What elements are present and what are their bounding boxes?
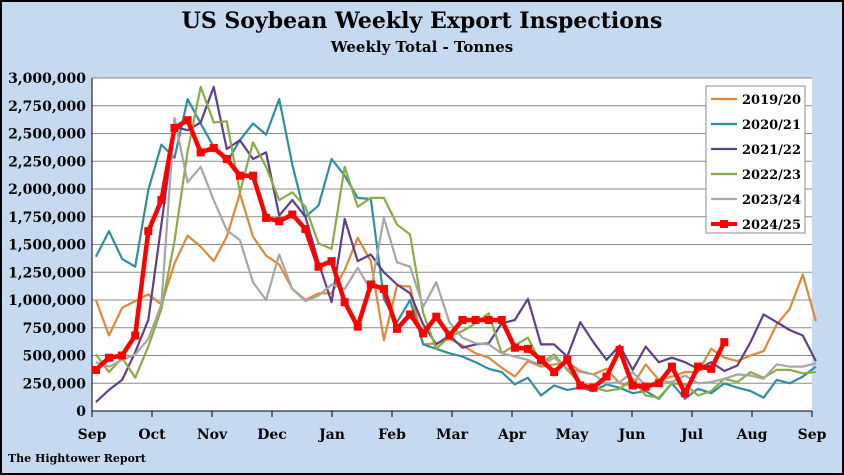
data-point (157, 196, 166, 205)
data-point (222, 155, 231, 164)
data-point (654, 379, 663, 388)
data-point (667, 362, 676, 371)
x-tick-label: Feb (378, 427, 406, 443)
chart-footer: The Hightower Report (8, 452, 146, 465)
data-point (353, 322, 362, 331)
data-point (628, 381, 637, 390)
x-tick-label: Mar (436, 427, 469, 443)
data-point (641, 382, 650, 391)
chart-title: US Soybean Weekly Export Inspections (181, 8, 663, 34)
data-point (510, 343, 519, 352)
y-tick-label: 2,750,000 (8, 99, 86, 115)
data-point (458, 315, 467, 324)
data-point (694, 362, 703, 371)
data-point (445, 331, 454, 340)
data-point (118, 351, 127, 360)
data-point (576, 381, 585, 390)
data-point (275, 217, 284, 226)
series-line-2022-23 (95, 85, 817, 399)
data-point (105, 353, 114, 362)
data-point (235, 171, 244, 180)
data-point (196, 148, 205, 157)
data-point (170, 123, 179, 132)
x-tick-label: Sep (78, 427, 107, 443)
data-point (484, 315, 493, 324)
data-point (262, 213, 271, 222)
data-point (301, 224, 310, 233)
x-tick-label: Aug (736, 427, 768, 443)
legend-label: 2019/20 (742, 93, 801, 108)
x-tick-label: Jan (317, 427, 345, 443)
data-point (366, 280, 375, 289)
data-point (550, 368, 559, 377)
data-point (497, 315, 506, 324)
y-tick-label: 2,250,000 (8, 154, 86, 170)
data-point (314, 262, 323, 271)
data-point (471, 315, 480, 324)
data-point (209, 143, 218, 152)
x-tick-label: Jun (617, 427, 646, 443)
legend-box (705, 85, 806, 234)
legend-label: 2022/23 (742, 168, 801, 183)
chart-subtitle: Weekly Total - Tonnes (330, 38, 514, 56)
y-tick-label: 1,500,000 (8, 238, 86, 254)
y-tick-label: 2,000,000 (8, 182, 86, 198)
data-point (602, 372, 611, 381)
data-point (523, 344, 532, 353)
data-point (327, 257, 336, 266)
y-tick-label: 750,000 (23, 321, 87, 337)
data-point (183, 116, 192, 125)
data-point (537, 355, 546, 364)
data-point (144, 227, 153, 236)
y-tick-label: 0 (76, 404, 86, 420)
x-tick-label: Dec (257, 427, 287, 443)
x-tick-label: May (556, 427, 590, 443)
x-tick-label: Apr (497, 427, 527, 443)
x-tick-label: Jul (679, 427, 703, 443)
data-point (340, 298, 349, 307)
data-point (406, 310, 415, 319)
data-point (615, 345, 624, 354)
data-point (681, 389, 690, 398)
x-tick-label: Nov (197, 427, 228, 443)
legend-label: 2020/21 (742, 118, 801, 133)
data-point (720, 338, 729, 347)
data-point (563, 355, 572, 364)
y-tick-label: 250,000 (23, 376, 87, 392)
data-point (419, 329, 428, 338)
y-tick-label: 500,000 (23, 349, 87, 365)
data-point (249, 171, 258, 180)
data-point (91, 365, 100, 374)
legend-marker (720, 220, 728, 228)
legend-label: 2021/22 (742, 143, 801, 158)
data-point (131, 331, 140, 340)
y-tick-label: 1,000,000 (8, 293, 86, 309)
x-tick-label: Oct (138, 427, 166, 443)
y-tick-label: 3,000,000 (8, 71, 86, 87)
data-point (589, 383, 598, 392)
y-tick-label: 1,750,000 (8, 210, 86, 226)
legend-label: 2024/25 (742, 218, 801, 233)
y-tick-label: 2,500,000 (8, 127, 86, 143)
data-point (379, 284, 388, 293)
x-tick-label: Sep (798, 427, 827, 443)
data-point (432, 312, 441, 321)
legend-label: 2023/24 (742, 193, 801, 208)
data-point (393, 324, 402, 333)
data-point (288, 210, 297, 219)
data-point (707, 364, 716, 373)
y-tick-label: 1,250,000 (8, 265, 86, 281)
